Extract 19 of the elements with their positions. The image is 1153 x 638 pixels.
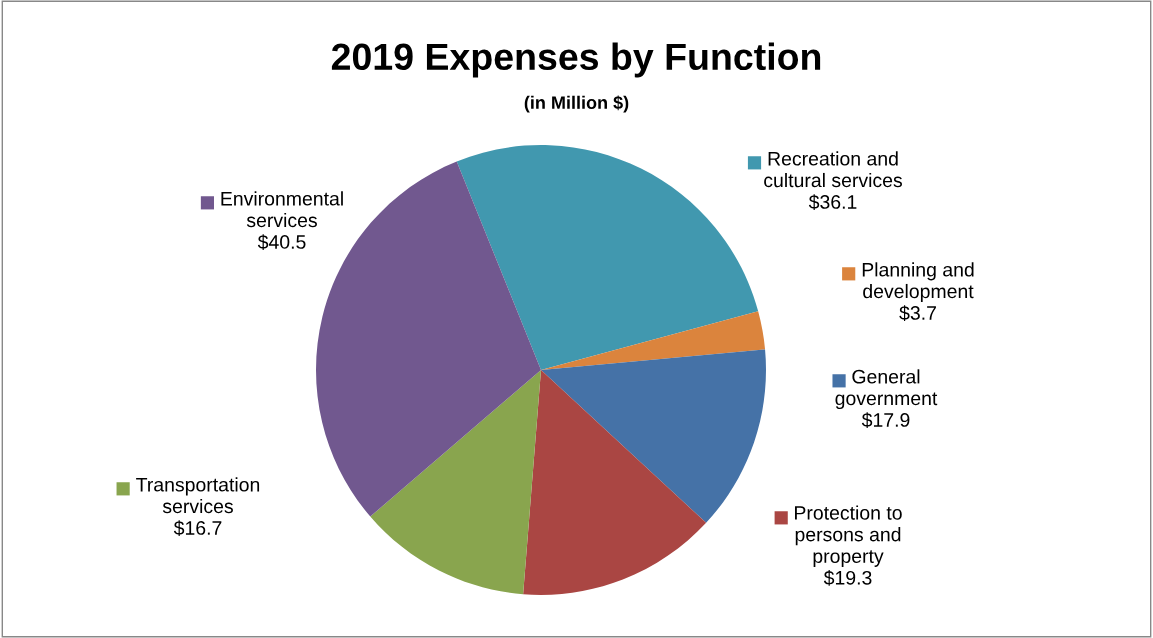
pie-slice xyxy=(456,145,759,370)
data-label: $40.5 xyxy=(257,234,306,251)
data-label: $19.3 xyxy=(823,570,872,586)
legend-label: General government xyxy=(835,369,938,410)
data-label: $36.1 xyxy=(808,194,857,211)
pie-slice xyxy=(370,370,541,595)
legend-label: Recreation and cultural services xyxy=(764,151,902,188)
legend-label: Planning and development xyxy=(862,262,974,303)
chart-title: 2019 Expenses by Function xyxy=(331,42,821,78)
pie-slice xyxy=(523,370,707,595)
legend-label: Environmental services xyxy=(221,191,343,228)
chart-subtitle: (in Million $) xyxy=(524,95,629,113)
pie-slice xyxy=(541,311,766,370)
data-label: $17.9 xyxy=(861,412,910,429)
legend-label: Transportation services xyxy=(136,477,260,514)
legend-label: Protection to persons and property xyxy=(795,505,902,567)
data-label: $3.7 xyxy=(899,305,936,322)
data-label: $16.7 xyxy=(173,520,222,537)
pie-slice xyxy=(541,349,766,523)
